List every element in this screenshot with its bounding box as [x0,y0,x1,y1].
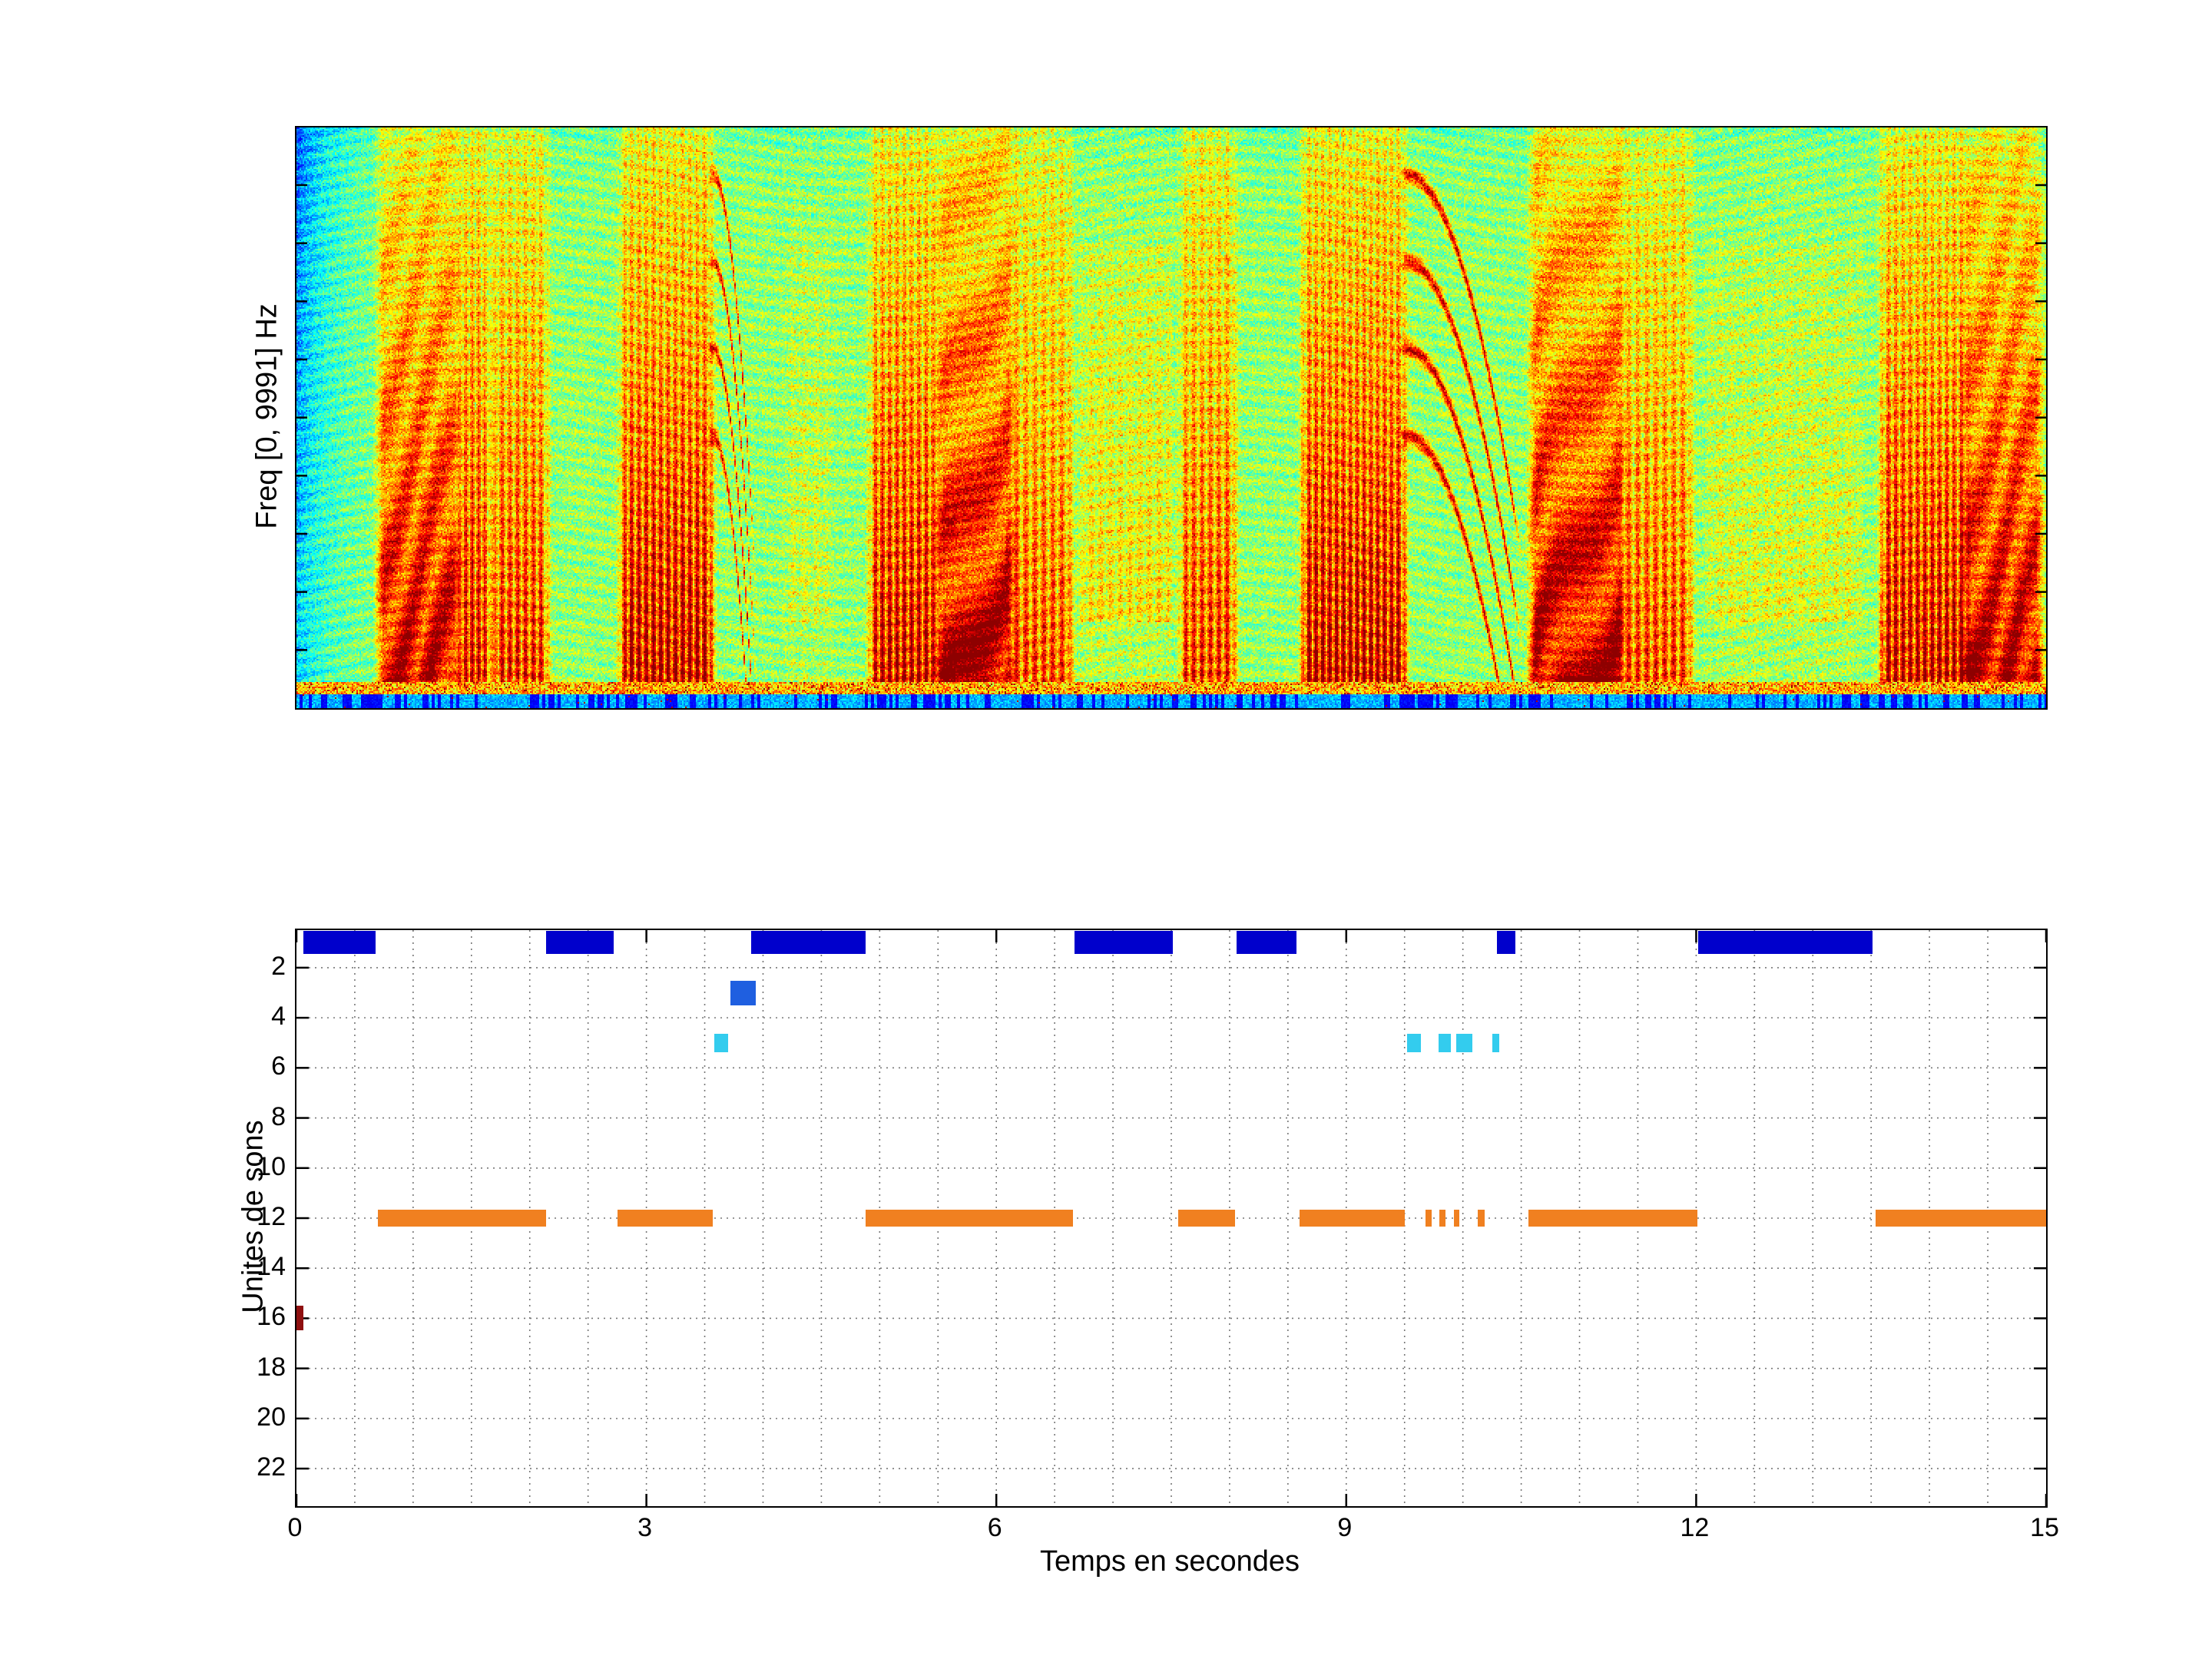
y-tick-label: 18 [257,1352,286,1382]
bar-unit-5 [714,1033,728,1052]
bar-unit-1 [303,931,376,955]
bar-unit-12 [617,1210,714,1227]
bar-unit-5 [1455,1033,1472,1052]
y-tick-label: 4 [271,1002,286,1031]
x-tick-label: 12 [1680,1513,1710,1542]
bar-unit-12 [1426,1210,1432,1227]
bar-unit-3 [730,980,757,1005]
y-tick-label: 8 [271,1101,286,1131]
bar-unit-12 [1300,1210,1405,1227]
y-tick-label: 12 [257,1202,286,1231]
bar-unit-1 [1075,931,1173,955]
bar-unit-12 [378,1210,546,1227]
x-tick-label: 9 [1337,1513,1353,1542]
y-tick-label: 20 [257,1402,286,1432]
spectrogram-image [296,127,2046,708]
bar-unit-12 [1178,1210,1236,1227]
bar-unit-1 [1496,931,1515,955]
bar-unit-5 [1492,1033,1499,1052]
units-xlabel: Temps en secondes [1040,1545,1300,1578]
spectrogram-ylabel: Freq [0, 9991] Hz [250,303,283,529]
y-tick-label: 10 [257,1151,286,1181]
spectrogram-plot [295,126,2048,710]
bar-unit-5 [1438,1033,1452,1052]
units-plot [295,929,2048,1508]
bar-unit-1 [1698,931,1873,955]
bar-unit-12 [1478,1210,1485,1227]
bar-unit-12 [1439,1210,1445,1227]
x-tick-label: 6 [987,1513,1002,1542]
y-tick-label: 2 [271,951,286,981]
y-tick-label: 6 [271,1051,286,1081]
units-bars [296,930,2046,1506]
x-tick-label: 15 [2030,1513,2059,1542]
bar-unit-1 [1237,931,1296,955]
y-tick-label: 16 [257,1302,286,1332]
y-tick-label: 14 [257,1252,286,1282]
bar-unit-12 [1528,1210,1697,1227]
x-tick-label: 3 [637,1513,653,1542]
x-tick-label: 0 [287,1513,303,1542]
bar-unit-1 [546,931,614,955]
bar-unit-16 [296,1306,304,1331]
bar-unit-12 [1453,1210,1460,1227]
y-tick-label: 22 [257,1452,286,1482]
bar-unit-12 [866,1210,1074,1227]
bar-unit-5 [1406,1033,1421,1052]
bar-unit-1 [751,931,866,955]
bar-unit-12 [1876,1210,2046,1227]
